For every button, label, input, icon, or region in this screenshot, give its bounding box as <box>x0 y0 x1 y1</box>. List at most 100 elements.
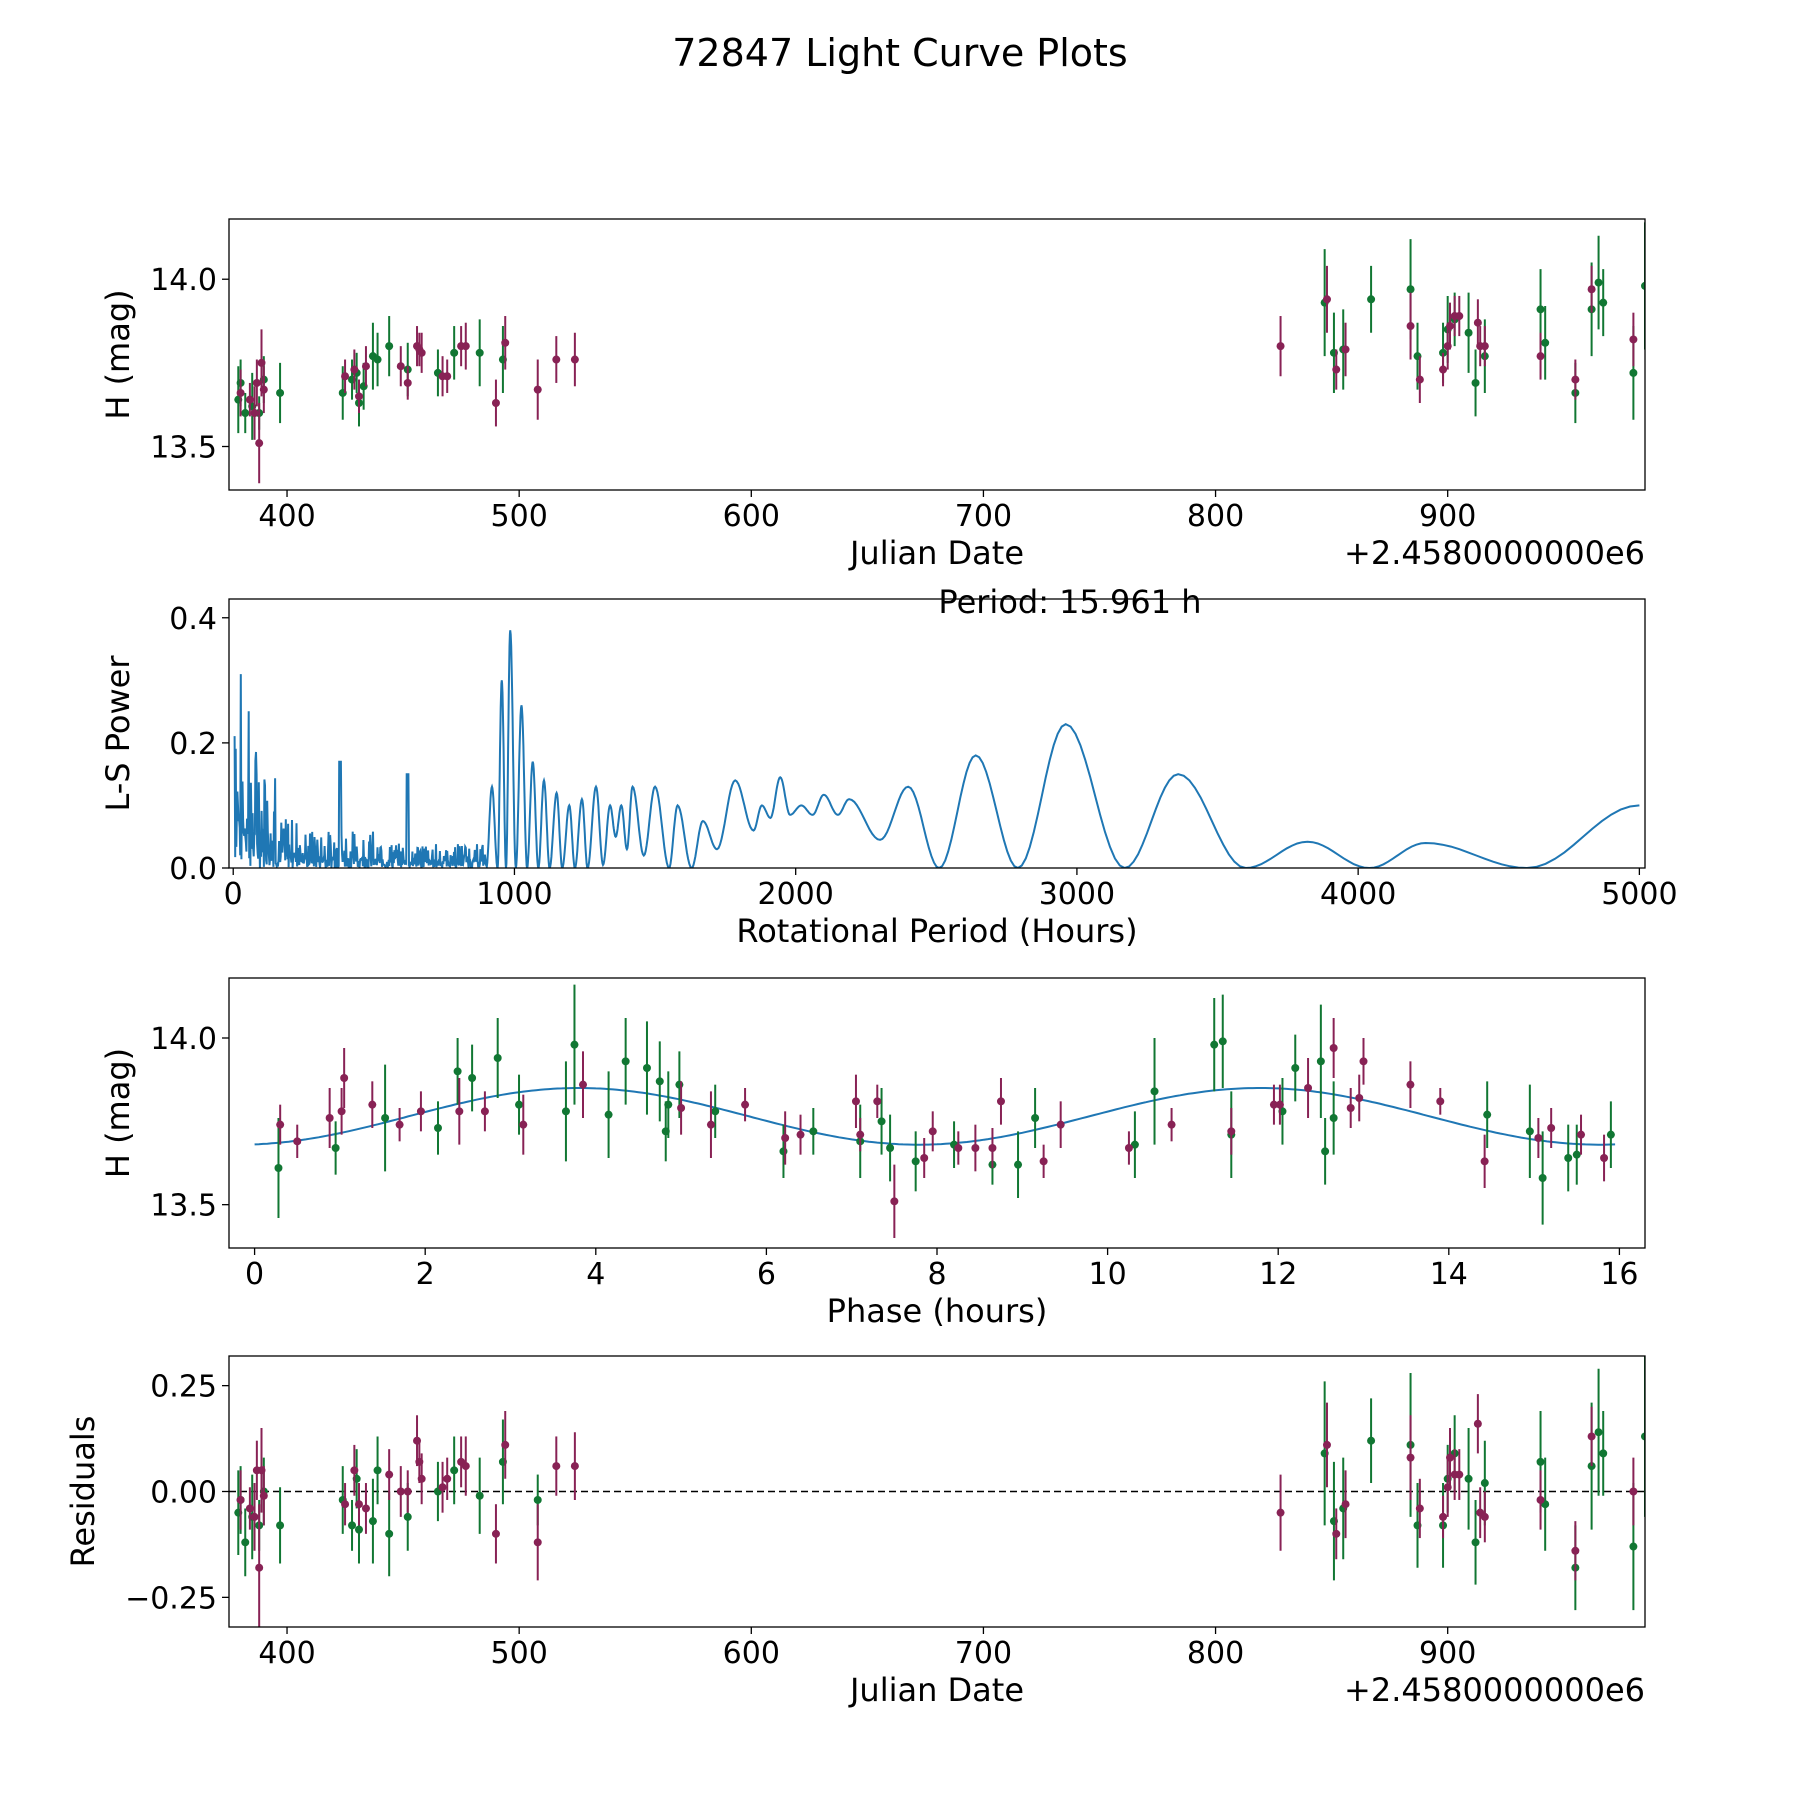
data-point <box>341 372 350 381</box>
data-point <box>1571 375 1580 384</box>
data-point <box>245 1504 254 1513</box>
data-point <box>1346 1104 1355 1112</box>
data-point <box>1321 1147 1330 1156</box>
data-point <box>796 1130 805 1139</box>
data-point <box>561 1107 570 1116</box>
data-point <box>461 1462 470 1471</box>
data-point <box>276 388 285 397</box>
data-point <box>552 1462 561 1471</box>
data-point <box>1322 1440 1331 1449</box>
data-point <box>675 1080 684 1089</box>
data-point <box>403 1512 412 1521</box>
data-point <box>443 372 452 381</box>
data-point <box>417 348 426 357</box>
data-point <box>1587 1432 1596 1441</box>
data-point <box>396 1487 405 1496</box>
plot-area <box>229 1356 1645 1627</box>
data-point <box>337 1107 346 1116</box>
y-tick-label: 14.0 <box>150 1022 217 1057</box>
data-point <box>385 1529 394 1538</box>
data-point <box>1525 1127 1534 1136</box>
data-point <box>1471 1538 1480 1547</box>
data-point <box>468 1074 477 1082</box>
data-point <box>1594 278 1603 287</box>
x-tick-label: 4000 <box>1320 877 1396 912</box>
x-tick-label: 6 <box>757 1257 776 1292</box>
data-point <box>664 1100 673 1109</box>
data-point <box>570 355 579 364</box>
data-point <box>1629 368 1638 377</box>
data-point <box>461 342 470 351</box>
data-point <box>1031 1114 1040 1122</box>
data-point <box>1039 1157 1048 1166</box>
data-point <box>621 1057 630 1066</box>
data-point <box>245 395 254 404</box>
data-point <box>455 1107 464 1116</box>
data-point <box>1406 285 1415 294</box>
data-point <box>450 1466 459 1475</box>
data-point <box>677 1104 686 1112</box>
data-point <box>403 378 412 387</box>
axes-frame <box>228 218 1646 491</box>
data-point <box>779 1147 788 1156</box>
data-point <box>1536 1495 1545 1504</box>
axes-frame <box>228 977 1646 1249</box>
data-point <box>1406 322 1415 331</box>
y-tick-label: 0.0 <box>169 852 217 887</box>
data-point <box>1355 1094 1364 1102</box>
axes-frame <box>228 598 1646 869</box>
data-point <box>1446 322 1455 331</box>
data-point <box>1480 342 1489 351</box>
data-point <box>350 365 359 374</box>
data-point <box>1322 295 1331 304</box>
data-point <box>385 342 394 351</box>
data-point <box>533 385 542 394</box>
data-point <box>276 1521 285 1530</box>
x-axis-label: Julian Date <box>848 534 1024 572</box>
data-point <box>1577 1130 1586 1139</box>
x-tick-label: 800 <box>1187 499 1244 534</box>
x-tick-label: 10 <box>1089 1257 1127 1292</box>
data-point <box>1599 1449 1608 1458</box>
data-point <box>1455 1470 1464 1479</box>
y-tick-label: 13.5 <box>150 431 217 466</box>
y-axis-label: H (mag) <box>99 289 137 419</box>
data-point <box>1439 1512 1448 1521</box>
data-point <box>396 362 405 371</box>
data-point <box>1167 1120 1176 1129</box>
data-point <box>341 1500 350 1509</box>
data-point <box>255 439 264 448</box>
data-point <box>1471 378 1480 387</box>
data-point <box>250 1512 259 1521</box>
data-point <box>928 1127 937 1136</box>
data-point <box>1483 1110 1492 1119</box>
data-point <box>453 1067 462 1076</box>
green-series <box>274 984 1615 1225</box>
x-axis-label: Rotational Period (Hours) <box>736 912 1137 950</box>
data-point <box>579 1080 587 1089</box>
green-series <box>234 222 1645 440</box>
data-point <box>450 348 459 357</box>
x-tick-label: 500 <box>491 499 548 534</box>
data-point <box>274 1164 283 1172</box>
data-point <box>368 1100 377 1109</box>
data-point <box>1538 1174 1547 1182</box>
data-point <box>276 1120 285 1129</box>
data-point <box>252 378 261 387</box>
data-point <box>361 362 370 371</box>
x-tick-label: 3000 <box>1039 877 1115 912</box>
data-point <box>655 1077 664 1086</box>
data-point <box>331 1144 340 1152</box>
period-annotation: Period: 15.961 h <box>938 583 1201 621</box>
x-tick-label: 900 <box>1419 499 1476 534</box>
data-point <box>851 1097 860 1106</box>
data-point <box>1367 1436 1376 1445</box>
x-tick-label: 4 <box>586 1257 605 1292</box>
data-point <box>1359 1057 1368 1066</box>
magenta-series <box>276 1018 1609 1238</box>
data-point <box>552 355 561 364</box>
data-point <box>1275 1100 1284 1109</box>
data-point <box>1332 365 1341 374</box>
data-point <box>971 1144 980 1152</box>
phase-folded-panel: 0 2 4 6 8 10 12 14 16 13.5 14.0 Phase (hours) H (mag… <box>99 977 1646 1330</box>
